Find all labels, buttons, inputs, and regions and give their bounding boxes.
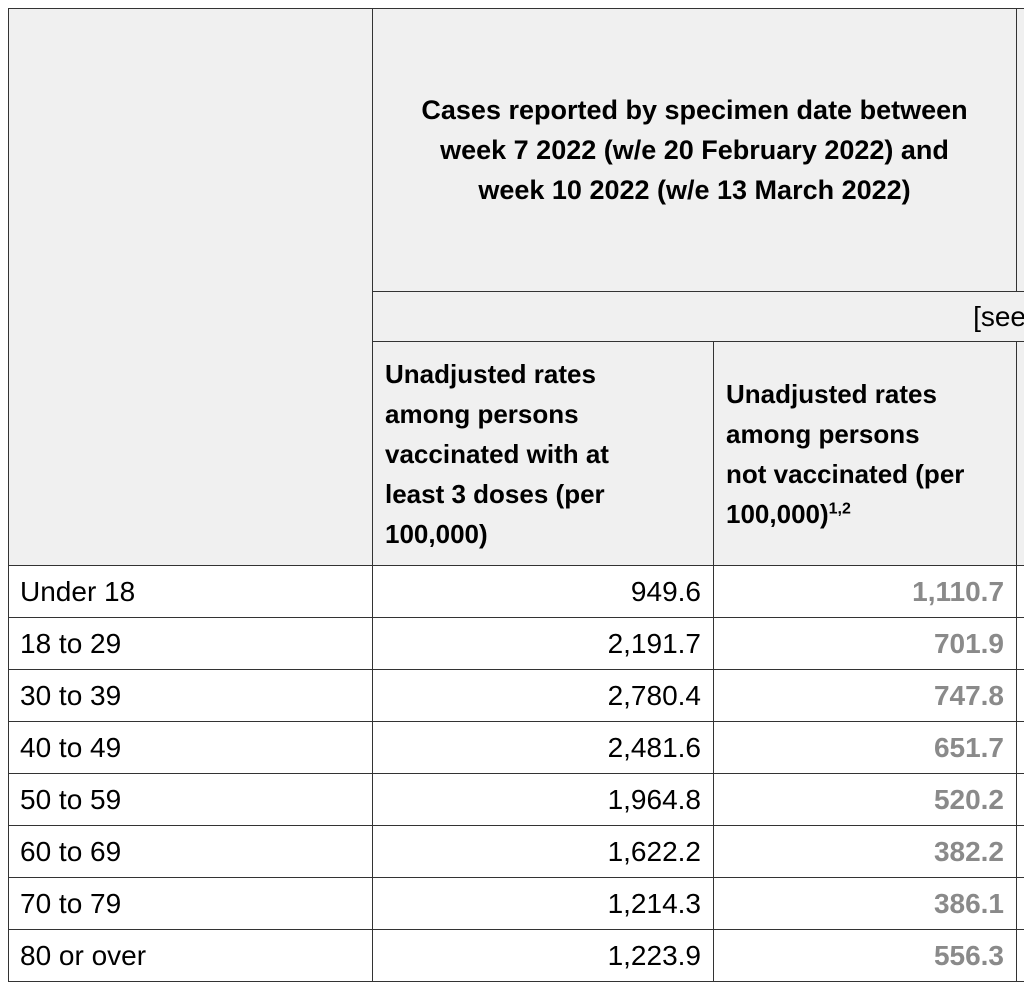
age-group-cell: 70 to 79	[8, 877, 373, 930]
row-overflow-cell	[1016, 877, 1024, 930]
case-rates-table: Cases reported by specimen date between …	[8, 8, 1024, 982]
row-overflow-cell	[1016, 929, 1024, 982]
see-note-cell: [see	[371, 291, 1024, 342]
age-group-cell: 60 to 69	[8, 825, 373, 878]
unvaccinated-rate-cell: 701.9	[712, 617, 1018, 670]
column-header-unvaccinated: Unadjusted rates among persons not vacci…	[712, 341, 1018, 566]
unvaccinated-rate-cell: 747.8	[712, 669, 1018, 722]
vaccinated-rate-cell: 949.6	[372, 565, 714, 618]
table-row: Under 18 949.6 1,110.7	[8, 565, 1024, 618]
column-header-unvaccinated-superscript: 1,2	[828, 499, 851, 517]
table-row: 50 to 59 1,964.8 520.2	[8, 773, 1024, 826]
unvaccinated-rate-cell: 386.1	[712, 877, 1018, 930]
see-note-row: [see	[9, 291, 1024, 342]
clipped-column-header-cell	[1016, 341, 1024, 566]
age-group-cell: 80 or over	[8, 929, 373, 982]
table-body: Under 18 949.6 1,110.7 18 to 29 2,191.7 701.9…	[8, 565, 1024, 982]
clipped-header-cell	[1016, 8, 1024, 292]
vaccinated-rate-cell: 2,191.7	[372, 617, 714, 670]
vaccinated-rate-cell: 1,622.2	[372, 825, 714, 878]
vaccinated-rate-cell: 1,964.8	[372, 773, 714, 826]
age-group-cell: 30 to 39	[8, 669, 373, 722]
age-group-cell: 40 to 49	[8, 721, 373, 774]
row-overflow-cell	[1016, 565, 1024, 618]
age-group-cell: 18 to 29	[8, 617, 373, 670]
row-overflow-cell	[1016, 669, 1024, 722]
spanning-header-text: Cases reported by specimen date between …	[421, 95, 968, 205]
see-note-text: [see	[973, 300, 1024, 332]
unvaccinated-rate-cell: 556.3	[712, 929, 1018, 982]
column-header-row: Unadjusted rates among persons vaccinate…	[9, 341, 1024, 566]
unvaccinated-rate-cell: 520.2	[712, 773, 1018, 826]
unvaccinated-rate-cell: 1,110.7	[712, 565, 1018, 618]
vaccinated-rate-cell: 1,223.9	[372, 929, 714, 982]
vaccinated-rate-cell: 2,780.4	[372, 669, 714, 722]
spanning-header-cell: Cases reported by specimen date between …	[371, 8, 1018, 292]
vaccinated-rate-cell: 2,481.6	[372, 721, 714, 774]
table-row: 80 or over 1,223.9 556.3	[8, 929, 1024, 982]
table-row: 70 to 79 1,214.3 386.1	[8, 877, 1024, 930]
unvaccinated-rate-cell: 651.7	[712, 721, 1018, 774]
column-header-vaccinated: Unadjusted rates among persons vaccinate…	[372, 341, 714, 566]
unvaccinated-rate-cell: 382.2	[712, 825, 1018, 878]
corner-header-cell	[8, 8, 373, 566]
row-overflow-cell	[1016, 773, 1024, 826]
table-row: 18 to 29 2,191.7 701.9	[8, 617, 1024, 670]
row-overflow-cell	[1016, 617, 1024, 670]
column-header-unvaccinated-text: Unadjusted rates among persons not vacci…	[726, 378, 965, 529]
column-header-vaccinated-text: Unadjusted rates among persons vaccinate…	[385, 358, 609, 549]
vaccinated-rate-cell: 1,214.3	[372, 877, 714, 930]
row-overflow-cell	[1016, 721, 1024, 774]
age-group-cell: 50 to 59	[8, 773, 373, 826]
table-row: 30 to 39 2,780.4 747.8	[8, 669, 1024, 722]
age-group-cell: Under 18	[8, 565, 373, 618]
spanning-header-row: Cases reported by specimen date between …	[8, 8, 1024, 566]
table-row: 40 to 49 2,481.6 651.7	[8, 721, 1024, 774]
row-overflow-cell	[1016, 825, 1024, 878]
table-row: 60 to 69 1,622.2 382.2	[8, 825, 1024, 878]
